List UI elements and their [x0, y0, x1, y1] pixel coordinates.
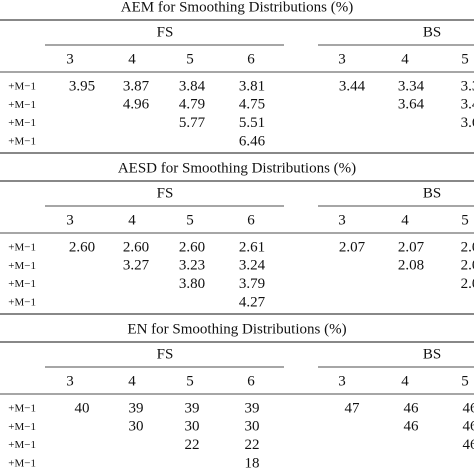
cell: 3.6	[461, 115, 474, 131]
column-header: 3	[66, 51, 74, 67]
cell: 30	[129, 419, 144, 435]
row-label: +M−1	[8, 403, 36, 415]
section-title: AESD for Smoothing Distributions (%)	[118, 160, 356, 176]
cell: 4.79	[179, 97, 205, 113]
cell: 47	[345, 400, 361, 416]
cell: 6.46	[239, 133, 266, 149]
column-header: 3	[66, 373, 74, 389]
row-label: +M−1	[8, 117, 36, 129]
cell: 2.0	[461, 258, 474, 274]
column-header: 4	[401, 373, 409, 389]
cell: 3.3	[461, 78, 474, 94]
row-label: +M−1	[8, 135, 36, 147]
row-label: +M−1	[8, 242, 36, 254]
group-label: BS	[423, 185, 441, 201]
cell: 3.95	[69, 78, 95, 94]
column-header: 6	[247, 373, 255, 389]
cell: 2.07	[398, 239, 425, 255]
cell: 2.08	[398, 258, 424, 274]
cell: 2.60	[179, 239, 205, 255]
column-header: 3	[338, 373, 346, 389]
cell: 3.23	[179, 258, 205, 274]
cell: 3.44	[339, 78, 366, 94]
column-header: 4	[128, 373, 136, 389]
cell: 2.07	[339, 239, 366, 255]
cell: 3.84	[179, 78, 206, 94]
row-label: +M−1	[8, 99, 36, 111]
cell: 2.0	[461, 239, 474, 255]
row-label: +M−1	[8, 260, 36, 272]
column-header: 6	[247, 51, 255, 67]
cell: 3.27	[123, 258, 150, 274]
cell: 3.79	[239, 276, 265, 292]
row-label: +M−1	[8, 278, 36, 290]
group-label: FS	[157, 24, 174, 40]
section-title: AEM for Smoothing Distributions (%)	[121, 0, 354, 15]
cell: 18	[245, 455, 260, 471]
group-label: FS	[157, 346, 174, 362]
cell: 46	[463, 400, 474, 416]
column-header: 5	[186, 51, 194, 67]
column-header: 4	[401, 212, 409, 228]
cell: 39	[129, 400, 144, 416]
column-header: 4	[128, 212, 136, 228]
cell: 5.77	[179, 115, 206, 131]
cell: 46	[404, 400, 420, 416]
column-header: 3	[338, 212, 346, 228]
row-label: +M−1	[8, 296, 36, 308]
column-header: 5	[461, 212, 469, 228]
cell: 4.96	[123, 97, 150, 113]
column-header: 3	[338, 51, 346, 67]
cell: 22	[245, 437, 260, 453]
cell: 2.0	[461, 276, 474, 292]
cell: 39	[185, 400, 200, 416]
cell: 2.60	[69, 239, 95, 255]
cell: 3.80	[179, 276, 205, 292]
cell: 3.4	[461, 97, 474, 113]
group-label: BS	[423, 24, 441, 40]
cell: 2.61	[239, 239, 265, 255]
cell: 2.60	[123, 239, 149, 255]
column-header: 5	[186, 212, 194, 228]
cell: 3.24	[239, 258, 266, 274]
cell: 3.81	[239, 78, 265, 94]
column-header: 6	[247, 212, 255, 228]
column-header: 4	[128, 51, 136, 67]
row-label: +M−1	[8, 457, 36, 469]
cell: 3.64	[398, 97, 425, 113]
column-header: 4	[401, 51, 409, 67]
cell: 3.87	[123, 78, 150, 94]
group-label: FS	[157, 185, 174, 201]
cell: 4.75	[239, 97, 265, 113]
cell: 30	[245, 419, 260, 435]
column-header: 5	[186, 373, 194, 389]
cell: 46	[463, 437, 474, 453]
cell: 3.34	[398, 78, 425, 94]
section-title: EN for Smoothing Distributions (%)	[127, 321, 346, 337]
cell: 39	[245, 400, 260, 416]
group-label: BS	[423, 346, 441, 362]
column-header: 3	[66, 212, 74, 228]
cell: 4.27	[239, 294, 266, 310]
cell: 5.51	[239, 115, 265, 131]
column-header: 5	[461, 51, 469, 67]
cell: 46	[463, 419, 474, 435]
cell: 22	[185, 437, 200, 453]
row-label: +M−1	[8, 81, 36, 93]
row-label: +M−1	[8, 421, 36, 433]
row-label: +M−1	[8, 439, 36, 451]
column-header: 5	[461, 373, 469, 389]
cell: 30	[185, 419, 200, 435]
cell: 40	[75, 400, 90, 416]
cell: 46	[404, 419, 420, 435]
